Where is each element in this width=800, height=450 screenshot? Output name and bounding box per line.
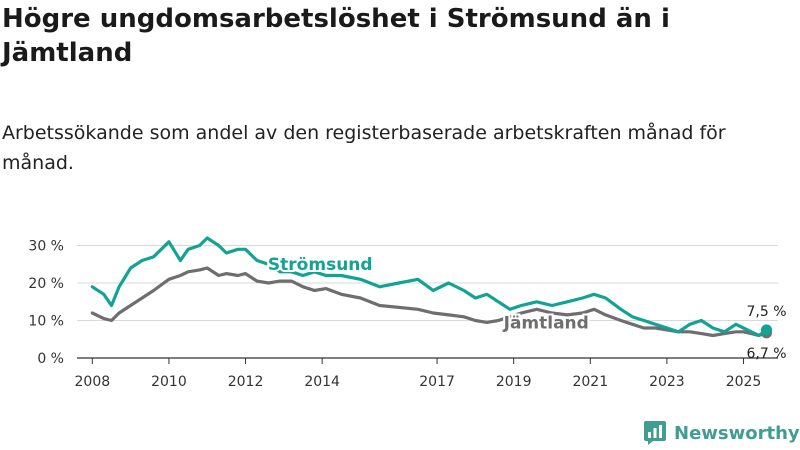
x-tick-label: 2023 (649, 374, 685, 390)
line-chart: 0 % 10 % 20 % 30 % 2008 2010 2012 2014 2017 2019… (0, 200, 800, 405)
series-end-point (761, 324, 772, 335)
chart-title: Högre ungdomsarbetslöshet i Strömsund än… (2, 2, 792, 70)
x-tick-label: 2008 (75, 374, 111, 390)
series-line-jmtland (92, 268, 766, 336)
newsworthy-logo[interactable]: Newsworthy (644, 419, 800, 447)
y-tick-label: 0 % (37, 351, 64, 367)
end-value-label-jamtland: 6,7 % (746, 346, 786, 362)
x-tick-label: 2017 (419, 374, 455, 390)
x-tick-label: 2014 (304, 374, 340, 390)
series-label-jamtland: Jämtland (503, 313, 589, 333)
x-tick-label: 2010 (151, 374, 187, 390)
brand-name: Newsworthy (674, 423, 800, 444)
series-label-stromsund: Strömsund (268, 255, 373, 275)
x-tick-label: 2021 (572, 374, 608, 390)
chart-subtitle: Arbetssökande som andel av den registerb… (2, 118, 792, 178)
end-value-label-stromsund: 7,5 % (746, 304, 786, 320)
y-tick-label: 10 % (28, 314, 64, 330)
x-tick-label: 2012 (228, 374, 264, 390)
newsworthy-chart-logo-icon (644, 421, 666, 445)
y-tick-label: 20 % (28, 276, 64, 292)
x-tick-label: 2025 (726, 374, 762, 390)
y-tick-label: 30 % (28, 239, 64, 255)
x-tick-label: 2019 (496, 374, 532, 390)
